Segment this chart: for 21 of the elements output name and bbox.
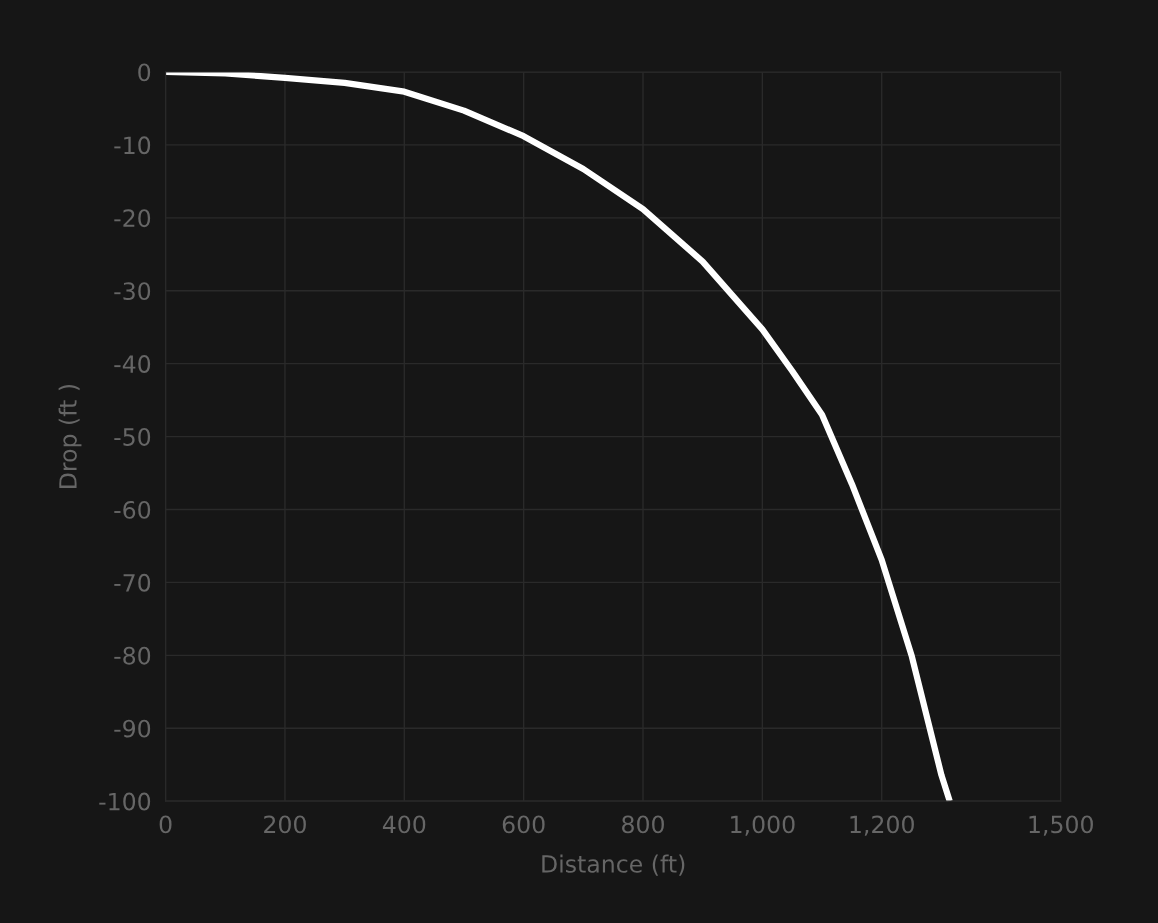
x-tick-label: 1,200 xyxy=(850,815,914,836)
x-tick-label: 1,500 xyxy=(1029,815,1093,836)
y-tick-label: -90 xyxy=(114,719,151,738)
y-tick-label: -20 xyxy=(114,209,151,228)
y-tick-label: -40 xyxy=(114,355,151,373)
y-tick-label: -70 xyxy=(114,573,151,592)
x-axis-title: Distance (ft) xyxy=(542,854,685,876)
y-tick-label: -60 xyxy=(114,500,151,519)
y-tick-label: 0 xyxy=(138,63,151,82)
x-tick-label: 0 xyxy=(159,815,172,834)
y-tick-label: -10 xyxy=(114,136,151,155)
y-axis-title: Drop (ft ) xyxy=(58,384,82,488)
y-tick-label: -50 xyxy=(114,428,151,446)
y-tick-label: -80 xyxy=(114,646,151,665)
x-tick-label: 1,000 xyxy=(731,815,795,836)
x-tick-label: 400 xyxy=(382,815,426,834)
x-tick-label: 800 xyxy=(622,815,664,834)
y-tick-label: -100 xyxy=(99,792,151,811)
y-tick-label: -30 xyxy=(114,282,151,301)
x-tick-label: 600 xyxy=(502,815,545,834)
x-tick-label: 200 xyxy=(264,815,306,834)
